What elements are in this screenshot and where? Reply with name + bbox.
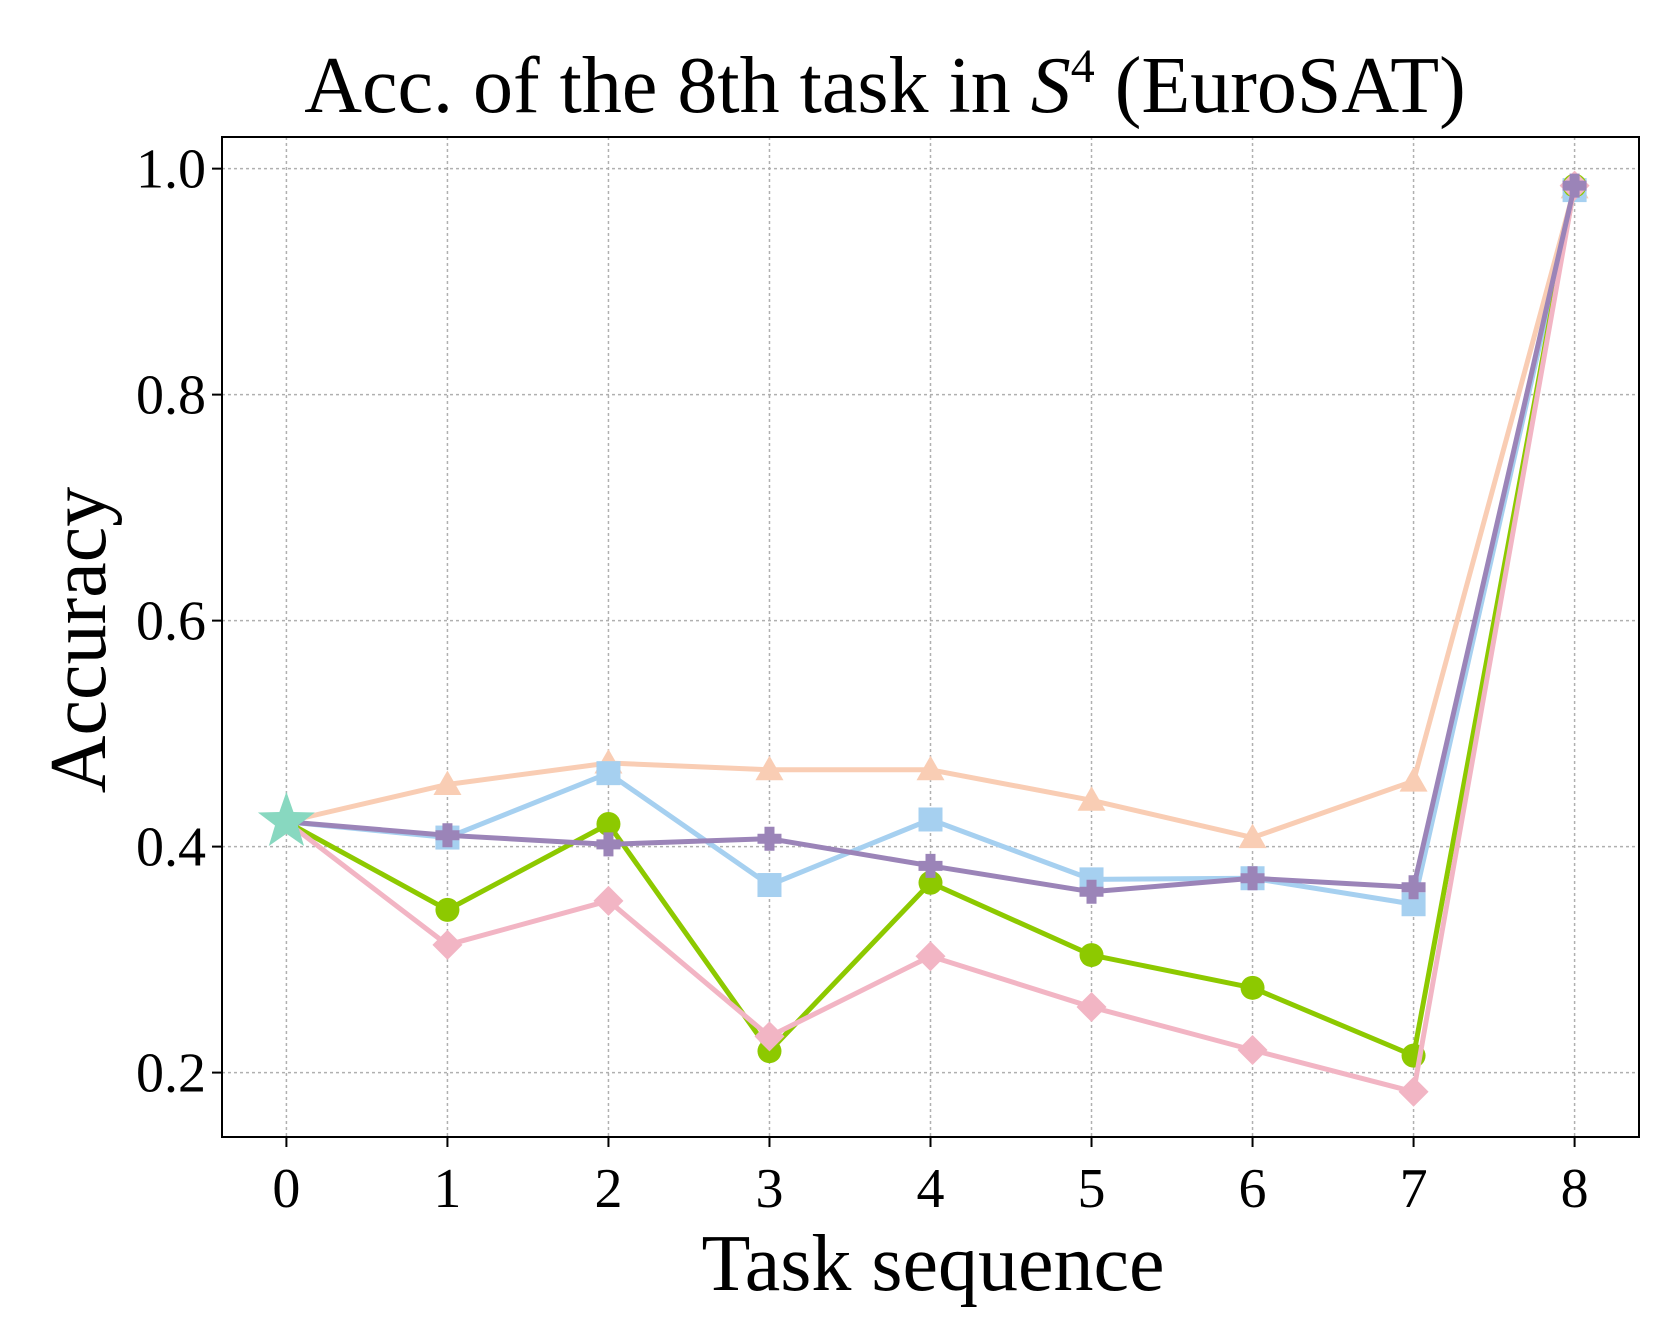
series-2 [283, 178, 1587, 917]
data-point-plus [1562, 173, 1587, 198]
x-tick-label: 7 [1400, 1158, 1428, 1220]
data-point-circle [918, 870, 943, 895]
data-point-diamond [754, 1021, 785, 1052]
data-point-circle [596, 812, 621, 837]
data-point-triangle [916, 755, 945, 781]
x-tick-label: 6 [1239, 1158, 1267, 1220]
series-line [283, 185, 1578, 841]
data-point-diamond [1076, 992, 1107, 1023]
x-tick-label: 1 [433, 1158, 461, 1220]
data-point-diamond [915, 941, 946, 972]
data-point-circle [435, 897, 460, 922]
x-tick-label: 8 [1561, 1158, 1589, 1220]
x-axis-label: Task sequence [701, 1220, 1164, 1308]
data-point-triangle [433, 770, 462, 795]
data-point-diamond [593, 885, 624, 916]
chart-title-suffix: (EuroSAT) [1095, 42, 1466, 130]
data-point-triangle [1238, 823, 1267, 849]
data-point-square [918, 807, 943, 832]
x-tick-label: 0 [272, 1158, 300, 1220]
data-point-triangle [1077, 786, 1106, 811]
data-point-plus [757, 826, 782, 851]
start-point [257, 791, 315, 847]
y-tick-label: 0.6 [136, 591, 206, 653]
data-point-plus [1240, 866, 1265, 891]
series-5 [283, 173, 1587, 904]
series-1 [283, 173, 1589, 849]
x-tick-label: 5 [1078, 1158, 1106, 1220]
data-point-square [757, 873, 782, 898]
data-point-diamond [1398, 1076, 1429, 1107]
data-point-plus [435, 823, 460, 848]
y-tick-label: 0.2 [136, 1043, 206, 1105]
data-point-diamond [1237, 1034, 1268, 1065]
x-tick-label: 2 [594, 1158, 622, 1220]
data-point-star [257, 791, 315, 847]
data-point-circle [1240, 975, 1265, 1000]
data-point-plus [918, 853, 943, 878]
data-point-triangle [755, 755, 784, 781]
y-tick-label: 0.8 [136, 365, 206, 427]
data-point-square [596, 761, 621, 786]
chart-title: Acc. of the 8th task in S4 (EuroSAT) [304, 40, 1466, 130]
data-point-diamond [432, 929, 463, 960]
chart-title-symbol: S [1031, 42, 1071, 130]
data-point-circle [1079, 943, 1104, 968]
y-tick-label: 1.0 [136, 139, 206, 201]
plot-frame [221, 136, 1640, 1138]
data-point-triangle [1399, 767, 1428, 792]
data-point-plus [1079, 879, 1104, 904]
tick-layer: 0 1 2 3 4 5 6 7 8 0.2 0.4 0.6 0.8 1.0 [136, 139, 1589, 1220]
data-point-plus [1401, 875, 1426, 900]
chart-title-superscript: 4 [1071, 40, 1095, 93]
series-4 [283, 170, 1590, 1107]
y-tick-label: 0.4 [136, 817, 206, 879]
grid-layer [222, 137, 1639, 1137]
series-layer [257, 170, 1590, 1107]
chart-title-main: Acc. of the 8th task in [304, 42, 1010, 130]
data-point-plus [596, 832, 621, 857]
x-tick-label: 4 [917, 1158, 945, 1220]
x-tick-label: 3 [755, 1158, 783, 1220]
y-axis-label: Accuracy [35, 487, 123, 793]
